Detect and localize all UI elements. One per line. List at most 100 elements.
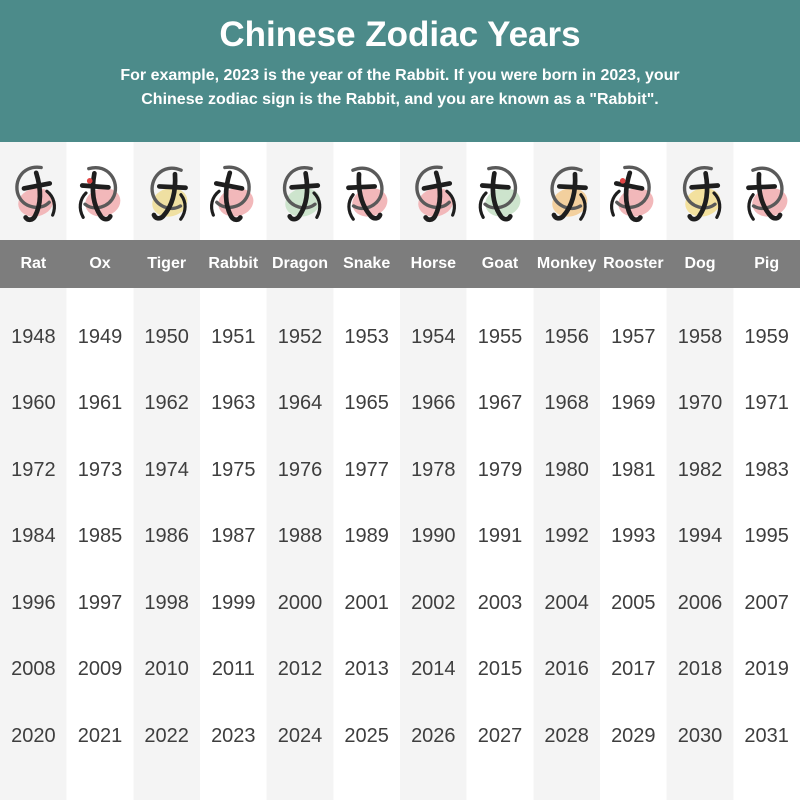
monkey-zodiac-icon bbox=[533, 142, 600, 240]
year-cell: 1993 bbox=[611, 525, 656, 548]
year-cell: 2001 bbox=[344, 591, 389, 614]
year-cell: 1990 bbox=[411, 525, 456, 548]
year-cell: 2031 bbox=[744, 724, 789, 747]
zodiac-names-row: Rat Ox Tiger Rabbit Dragon Snake Horse Goat Monk… bbox=[0, 240, 800, 288]
year-cell: 2019 bbox=[744, 658, 789, 681]
year-cell: 1986 bbox=[144, 525, 189, 548]
year-cell: 1965 bbox=[344, 392, 389, 415]
year-cell: 1988 bbox=[277, 525, 323, 548]
zodiac-name-monkey: Monkey bbox=[536, 255, 597, 272]
year-cell: 1953 bbox=[344, 325, 389, 348]
year-cell: 1963 bbox=[211, 392, 256, 415]
zodiac-years-grid: 1948 1949 1950 1951 1952 1953 1954 1955 1956 1957… bbox=[0, 288, 800, 800]
year-cell: 2000 bbox=[277, 591, 323, 614]
year-cell: 2007 bbox=[744, 591, 789, 614]
zodiac-name-ox: Ox bbox=[89, 255, 111, 272]
year-cell: 1971 bbox=[744, 392, 789, 415]
zodiac-name-horse: Horse bbox=[410, 255, 456, 272]
year-cell: 2010 bbox=[144, 658, 189, 681]
year-cell: 2026 bbox=[411, 724, 456, 747]
subtitle-line-2: Chinese zodiac sign is the Rabbit, and y… bbox=[141, 91, 659, 108]
year-cell: 1962 bbox=[144, 392, 189, 415]
year-cell: 2008 bbox=[11, 658, 56, 681]
year-cell: 2004 bbox=[544, 591, 589, 614]
dragon-zodiac-icon bbox=[267, 142, 334, 240]
year-cell: 1967 bbox=[477, 392, 523, 415]
zodiac-name-rooster: Rooster bbox=[603, 255, 664, 272]
year-cell: 2023 bbox=[211, 724, 256, 747]
ox-zodiac-icon bbox=[67, 142, 134, 240]
year-cell: 1977 bbox=[344, 458, 389, 481]
year-cell: 2013 bbox=[344, 658, 389, 681]
year-cell: 1989 bbox=[344, 525, 389, 548]
year-cell: 1985 bbox=[77, 525, 123, 548]
zodiac-name-rabbit: Rabbit bbox=[208, 255, 259, 272]
year-cell: 1987 bbox=[211, 525, 256, 548]
year-cell: 1952 bbox=[277, 325, 323, 348]
year-cell: 1955 bbox=[477, 325, 523, 348]
year-cell: 2005 bbox=[611, 591, 656, 614]
year-cell: 1997 bbox=[77, 591, 123, 614]
year-cell: 2009 bbox=[77, 658, 123, 681]
rabbit-zodiac-icon bbox=[200, 142, 267, 240]
year-cell: 1969 bbox=[611, 392, 656, 415]
zodiac-table: Rat Ox Tiger Rabbit Dragon Snake Horse Goat Monk… bbox=[0, 142, 800, 800]
year-cell: 2022 bbox=[144, 724, 189, 747]
year-cell: 2006 bbox=[677, 591, 723, 614]
year-cell: 1949 bbox=[77, 325, 123, 348]
year-cell: 1984 bbox=[11, 525, 56, 548]
horse-zodiac-icon bbox=[400, 142, 467, 240]
year-cell: 1975 bbox=[211, 458, 256, 481]
year-cell: 1980 bbox=[544, 458, 589, 481]
year-cell: 1981 bbox=[611, 458, 656, 481]
year-cell: 1992 bbox=[544, 525, 589, 548]
zodiac-icons-row bbox=[0, 142, 800, 240]
year-cell: 1979 bbox=[477, 458, 523, 481]
year-cell: 1982 bbox=[677, 458, 723, 481]
year-cell: 2024 bbox=[277, 724, 323, 747]
header-banner: Chinese Zodiac Years For example, 2023 i… bbox=[0, 0, 800, 142]
year-cell: 2030 bbox=[677, 724, 723, 747]
year-cell: 1954 bbox=[411, 325, 456, 348]
year-cell: 1948 bbox=[11, 325, 56, 348]
year-cell: 2017 bbox=[611, 658, 656, 681]
year-cell: 2028 bbox=[544, 724, 589, 747]
zodiac-name-goat: Goat bbox=[481, 255, 519, 272]
tiger-zodiac-icon bbox=[133, 142, 200, 240]
zodiac-name-dog: Dog bbox=[684, 255, 716, 272]
year-cell: 1996 bbox=[11, 591, 56, 614]
year-cell: 1998 bbox=[144, 591, 189, 614]
zodiac-name-rat: Rat bbox=[20, 255, 47, 272]
dog-zodiac-icon bbox=[667, 142, 734, 240]
year-cell: 1972 bbox=[11, 458, 56, 481]
year-cell: 2027 bbox=[477, 724, 523, 747]
year-cell: 2015 bbox=[477, 658, 523, 681]
year-cell: 1950 bbox=[144, 325, 189, 348]
year-cell: 1970 bbox=[677, 392, 723, 415]
year-cell: 2014 bbox=[411, 658, 456, 681]
year-cell: 2002 bbox=[411, 591, 456, 614]
year-cell: 1973 bbox=[77, 458, 123, 481]
year-cell: 1960 bbox=[11, 392, 56, 415]
rat-zodiac-icon bbox=[0, 142, 67, 240]
year-cell: 2029 bbox=[611, 724, 656, 747]
year-cell: 2011 bbox=[211, 658, 255, 681]
snake-zodiac-icon bbox=[333, 142, 400, 240]
year-cell: 1999 bbox=[211, 591, 256, 614]
goat-zodiac-icon bbox=[467, 142, 534, 240]
year-cell: 1956 bbox=[544, 325, 589, 348]
subtitle: For example, 2023 is the year of the Rab… bbox=[80, 64, 720, 112]
zodiac-name-snake: Snake bbox=[343, 255, 391, 272]
year-cell: 2012 bbox=[277, 658, 323, 681]
zodiac-name-dragon: Dragon bbox=[271, 255, 328, 272]
year-cell: 2003 bbox=[477, 591, 523, 614]
year-cell: 2021 bbox=[77, 724, 123, 747]
year-cell: 1974 bbox=[144, 458, 189, 481]
year-cell: 1995 bbox=[744, 525, 789, 548]
zodiac-name-tiger: Tiger bbox=[147, 255, 187, 272]
year-cell: 1958 bbox=[677, 325, 723, 348]
year-cell: 2020 bbox=[11, 724, 56, 747]
subtitle-line-1: For example, 2023 is the year of the Rab… bbox=[120, 67, 680, 84]
year-cell: 1961 bbox=[77, 392, 123, 415]
